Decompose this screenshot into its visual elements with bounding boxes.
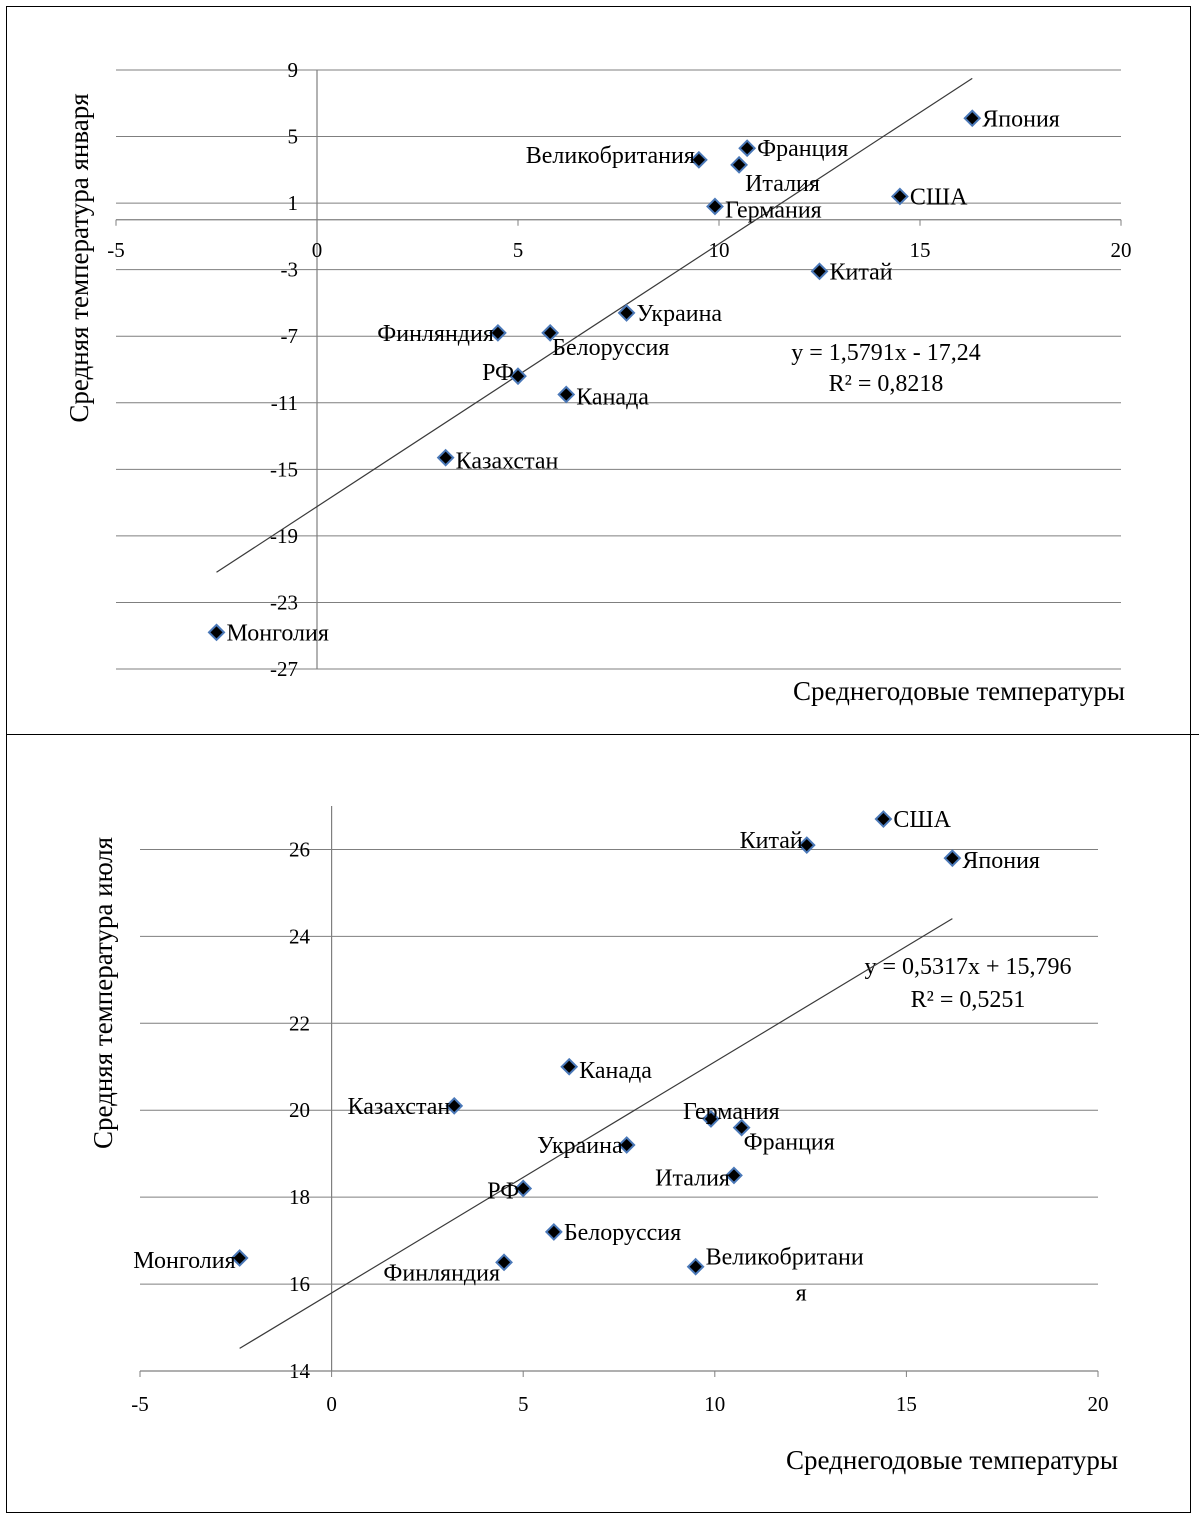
chart1-point-label: Белоруссия [552, 335, 669, 361]
chart1-xtick-label: -5 [107, 238, 125, 262]
chart2-point [686, 1257, 705, 1276]
chart2-point-label: Франция [744, 1130, 835, 1156]
chart2-point [445, 1096, 464, 1115]
chart2-ylabel: Средняя температура июля [88, 837, 118, 1149]
chart2-trendline [239, 918, 953, 1349]
chart2-point-label: США [893, 807, 951, 833]
chart1-point [706, 197, 724, 216]
chart2-point [560, 1057, 579, 1076]
chart2-point [874, 810, 893, 828]
chart2-xtick-label: 20 [1088, 1392, 1109, 1416]
chart2-point-label: Великобритани [706, 1245, 864, 1271]
chart1-point [617, 304, 636, 322]
chart1-point-label: Япония [982, 106, 1060, 132]
chart2-equation: y = 0,5317x + 15,796 [864, 954, 1071, 980]
chart1-r2: R² = 0,8218 [829, 371, 944, 397]
chart2-r2: R² = 0,5251 [911, 987, 1026, 1013]
chart2-point [732, 1118, 751, 1137]
chart1-ytick-label: 9 [288, 58, 299, 82]
chart1-ytick-label: -27 [270, 657, 298, 681]
chart1-point-label: Франция [757, 136, 848, 162]
chart2-point-label: РФ [487, 1178, 519, 1204]
chart1-point [738, 139, 757, 158]
chart2-point-label: Германия [683, 1099, 780, 1125]
chart2-point [725, 1166, 743, 1185]
chart2-point-label: Белоруссия [564, 1220, 681, 1246]
chart1-point-label: РФ [482, 360, 514, 386]
chart2-xtick-label: 0 [326, 1392, 337, 1416]
chart1-point [509, 367, 527, 386]
chart2-point-label: Япония [962, 848, 1040, 874]
chart1-point-label: США [910, 184, 968, 210]
chart1-plot-area: 951-3-7-11-15-19-23-27-5 0 5 10 15 20ЯпонияФр… [107, 58, 1131, 681]
chart1-point [730, 155, 749, 174]
chart1-point [436, 448, 455, 467]
chart1-ytick-label: 5 [288, 125, 299, 149]
chart2-point-label: Украина [537, 1133, 623, 1159]
chart1-point [557, 385, 576, 404]
chart2-ytick-label: 26 [289, 837, 310, 861]
charts-divider [6, 734, 1199, 735]
chart1-point-label: Германия [725, 197, 822, 223]
chart2-point-label: Финляндия [383, 1260, 500, 1286]
chart2-point [943, 849, 962, 868]
chart2-xtick-label: 10 [704, 1392, 725, 1416]
chart1-ytick-label: -11 [271, 391, 298, 415]
chart1-point-label: Великобритания [526, 143, 695, 169]
chart2-ytick-label: 16 [289, 1272, 310, 1296]
chart1-point-label: Италия [745, 171, 820, 197]
chart2-point-label: Канада [579, 1058, 652, 1084]
chart1-ytick-label: -3 [281, 258, 299, 282]
chart2-point-label: Монголия [133, 1248, 235, 1274]
chart2-xtick-label: -5 [131, 1392, 149, 1416]
chart1-ytick-label: 1 [288, 191, 299, 215]
chart1-point [963, 109, 982, 128]
chart2-xlabel: Среднегодовые температуры [786, 1445, 1118, 1475]
chart2-point-label: Китай [740, 828, 803, 854]
chart1-ylabel: Средняя температура января [64, 93, 94, 422]
chart2-point [702, 1110, 720, 1128]
chart1-point [488, 323, 507, 342]
chart2-point [514, 1179, 533, 1198]
chart1-point [207, 623, 226, 642]
chart2-point [797, 836, 816, 855]
chart1-point-label: Китай [830, 259, 893, 285]
chart1-xtick-label: 0 [312, 238, 323, 262]
chart1-xtick-label: 20 [1111, 238, 1132, 262]
chart1-point-label: Финляндия [377, 321, 494, 347]
chart1-point [689, 150, 708, 169]
chart2-point-label-wrap: я [796, 1281, 807, 1307]
chart1-trendline [216, 77, 973, 573]
chart1-xtick-label: 5 [513, 238, 524, 262]
chart2-ytick-label: 22 [289, 1011, 310, 1035]
chart1-point-label: Казахстан [456, 449, 559, 475]
chart1-ytick-label: -15 [270, 457, 298, 481]
chart2-ytick-label: 24 [289, 924, 311, 948]
chart1-xlabel: Среднегодовые температуры [793, 676, 1125, 706]
chart1-point-label: Монголия [227, 620, 329, 646]
chart1-xtick-label: 10 [709, 238, 730, 262]
chart1-point-label: Канада [576, 384, 649, 410]
chart1-xtick-label: 15 [910, 238, 931, 262]
chart1-point [810, 262, 829, 281]
chart2-point-label: Казахстан [348, 1094, 451, 1120]
chart1-ytick-label: -23 [270, 590, 298, 614]
chart1-point [890, 187, 909, 206]
chart1-equation: y = 1,5791x - 17,24 [791, 340, 981, 366]
chart2-ytick-label: 20 [289, 1098, 310, 1122]
chart1-point-label: Украина [637, 301, 723, 327]
chart2-ytick-label: 18 [289, 1185, 310, 1209]
chart2-xtick-label: 15 [896, 1392, 917, 1416]
chart2-point [544, 1223, 563, 1241]
chart2-point-label: Италия [655, 1165, 730, 1191]
chart1-point [541, 323, 560, 342]
chart2-xtick-label: 5 [518, 1392, 529, 1416]
chart2-point [617, 1136, 636, 1154]
chart1-ytick-label: -7 [281, 324, 299, 348]
chart2-point [230, 1249, 249, 1267]
chart2-point [495, 1253, 513, 1272]
